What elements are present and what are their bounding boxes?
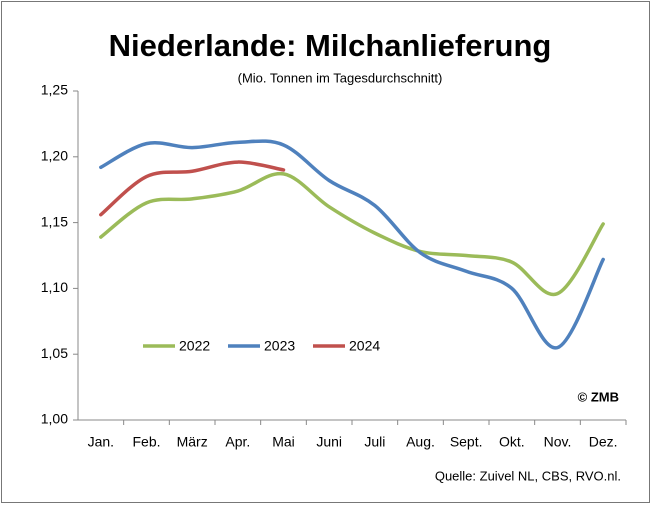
- series-line: [99, 171, 605, 297]
- series-line: [99, 160, 286, 217]
- chart-title: Niederlande: Milchanlieferung: [109, 28, 552, 63]
- y-tick-label: 1,10: [41, 279, 68, 295]
- copyright: © ZMB: [578, 389, 619, 404]
- x-tick-label: Apr.: [225, 434, 250, 450]
- legend-label: 2022: [179, 338, 210, 354]
- x-tick-label: Nov.: [544, 434, 572, 450]
- source: Quelle: Zuivel NL, CBS, RVO.nl.: [435, 468, 621, 483]
- series-line: [99, 139, 605, 350]
- x-tick-label: Juni: [316, 434, 342, 450]
- y-tick-label: 1,15: [41, 213, 68, 229]
- legend-label: 2023: [264, 338, 295, 354]
- y-tick-label: 1,05: [41, 345, 68, 361]
- x-tick-label: Dez.: [589, 434, 618, 450]
- x-tick-label: März: [177, 434, 208, 450]
- legend-label: 2024: [349, 338, 380, 354]
- x-tick-label: Sept.: [450, 434, 483, 450]
- x-tick-label: Jan.: [88, 434, 114, 450]
- x-tick-label: Okt.: [499, 434, 525, 450]
- x-tick-label: Aug.: [406, 434, 435, 450]
- y-tick-label: 1,00: [41, 411, 68, 427]
- x-tick-label: Juli: [364, 434, 385, 450]
- x-tick-label: Mai: [272, 434, 295, 450]
- y-tick-label: 1,20: [41, 148, 68, 164]
- x-tick-label: Feb.: [132, 434, 160, 450]
- y-tick-label: 1,25: [41, 82, 68, 98]
- chart-subtitle: (Mio. Tonnen im Tagesdurchschnitt): [238, 70, 443, 85]
